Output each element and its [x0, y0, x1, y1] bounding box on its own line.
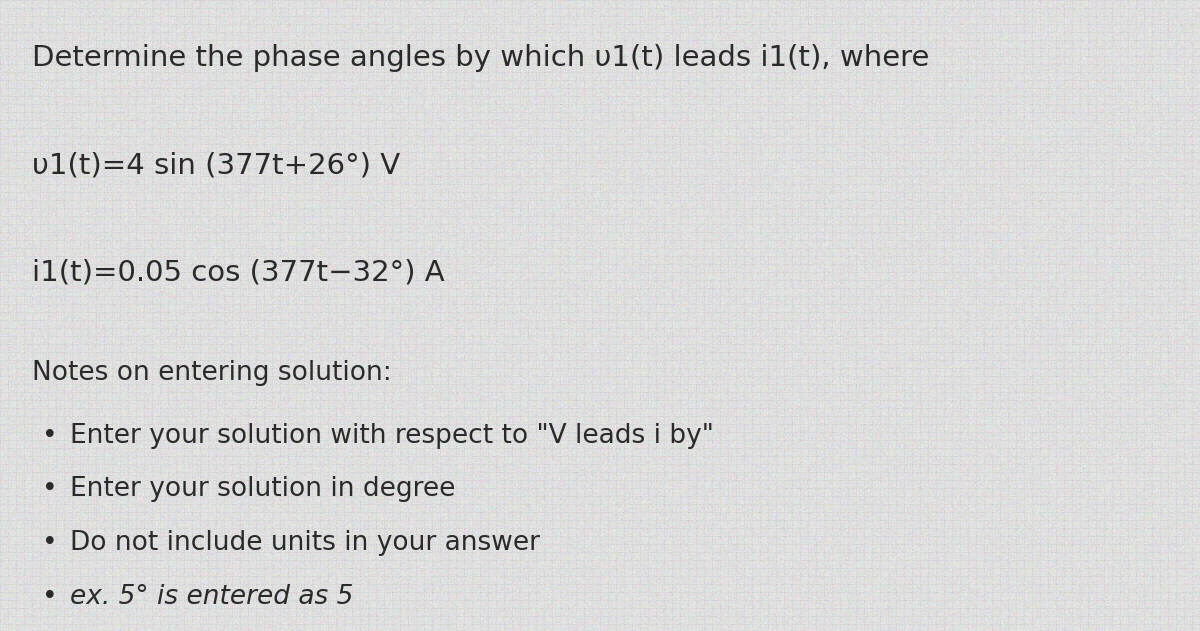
Text: Notes on entering solution:: Notes on entering solution: [32, 360, 392, 386]
Text: υ1(t)=4 sin (377t+26°) V: υ1(t)=4 sin (377t+26°) V [32, 151, 401, 179]
Text: •: • [42, 476, 58, 502]
Text: •: • [42, 423, 58, 449]
Text: •: • [42, 530, 58, 556]
Text: Enter your solution in degree: Enter your solution in degree [70, 476, 455, 502]
Text: i1(t)=0.05 cos (377t−32°) A: i1(t)=0.05 cos (377t−32°) A [32, 259, 445, 286]
Text: Enter your solution with respect to "V leads i by": Enter your solution with respect to "V l… [70, 423, 714, 449]
Text: Determine the phase angles by which υ1(t) leads i1(t), where: Determine the phase angles by which υ1(t… [32, 44, 930, 72]
Text: Do not include units in your answer: Do not include units in your answer [70, 530, 540, 556]
Text: •: • [42, 584, 58, 610]
Text: ex. 5° is entered as 5: ex. 5° is entered as 5 [70, 584, 353, 610]
